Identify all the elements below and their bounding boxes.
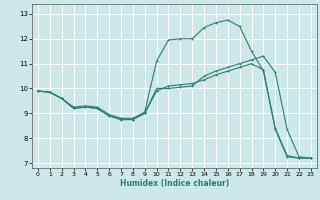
X-axis label: Humidex (Indice chaleur): Humidex (Indice chaleur) [120,179,229,188]
